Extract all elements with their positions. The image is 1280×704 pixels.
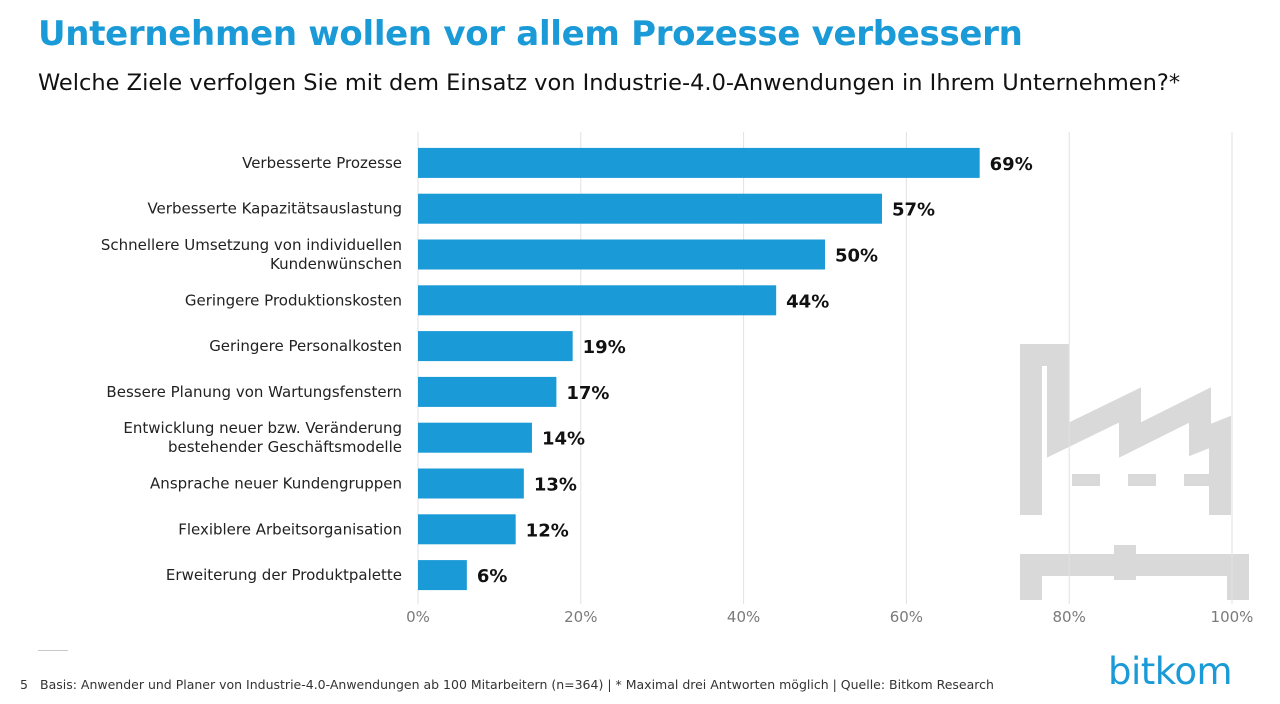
bar — [418, 422, 532, 453]
bar — [418, 285, 777, 316]
bar — [418, 468, 524, 499]
category-label: Verbesserte Prozesse — [242, 154, 402, 172]
category-label: Ansprache neuer Kundengruppen — [150, 475, 402, 493]
footer-note: Basis: Anwender und Planer von Industrie… — [40, 677, 994, 692]
bars — [418, 147, 980, 591]
page-number: 5 — [20, 677, 28, 692]
value-label: 6% — [477, 566, 508, 587]
bar — [418, 239, 825, 270]
value-label: 12% — [526, 520, 569, 541]
x-tick-label: 80% — [1053, 608, 1086, 626]
value-labels: 69% 57% 50% 44% 19% 17% 14% 13% 12% 6% — [477, 154, 1033, 587]
x-tick-label: 100% — [1211, 608, 1254, 626]
bar — [418, 193, 882, 224]
value-label: 57% — [892, 200, 935, 221]
category-label: Geringere Produktionskosten — [185, 291, 402, 309]
bar — [418, 331, 573, 362]
value-label: 17% — [566, 383, 609, 404]
category-label: Verbesserte Kapazitätsauslastung — [147, 200, 402, 218]
page-subtitle: Welche Ziele verfolgen Sie mit dem Einsa… — [38, 70, 1181, 96]
value-label: 44% — [786, 291, 829, 312]
factory-windows — [1072, 474, 1212, 486]
value-label: 50% — [835, 246, 878, 267]
category-label: Erweiterung der Produktpalette — [166, 566, 402, 584]
x-tick-label: 0% — [406, 608, 430, 626]
value-label: 13% — [534, 475, 577, 496]
footer-divider — [38, 650, 68, 651]
x-tick-label: 40% — [727, 608, 760, 626]
bar — [418, 560, 467, 591]
category-label: Schnellere Umsetzung von individuellen Ku… — [101, 236, 402, 273]
value-label: 14% — [542, 429, 585, 450]
page-title: Unternehmen wollen vor allem Prozesse ve… — [38, 14, 1023, 54]
category-label: Bessere Planung von Wartungsfenstern — [106, 383, 402, 401]
category-label: Flexiblere Arbeitsorganisation — [178, 520, 402, 538]
category-labels: Verbesserte Prozesse Verbesserte Kapazitä… — [101, 154, 402, 584]
x-tick-label: 60% — [890, 608, 923, 626]
x-tick-label: 20% — [564, 608, 597, 626]
value-label: 69% — [990, 154, 1033, 175]
factory-icon — [1020, 344, 1249, 600]
x-axis-ticks: 0% 20% 40% 60% 80% 100% — [406, 608, 1253, 626]
bitkom-logo: bitkom — [1108, 650, 1233, 693]
category-label: Geringere Personalkosten — [209, 337, 402, 355]
bar — [418, 147, 980, 178]
bar — [418, 376, 557, 407]
bar — [418, 514, 516, 545]
category-label: Entwicklung neuer bzw. Veränderung besteh… — [123, 419, 402, 456]
value-label: 19% — [583, 337, 626, 358]
